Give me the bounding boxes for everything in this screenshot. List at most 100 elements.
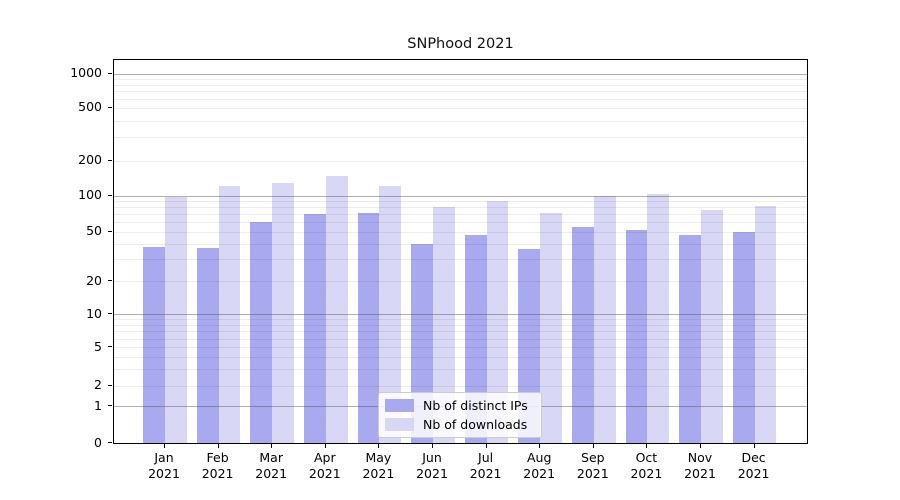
x-label-year: 2021 bbox=[416, 465, 448, 481]
x-tick-label: Jul 2021 bbox=[455, 450, 517, 481]
y-tick-label: 5 bbox=[94, 338, 102, 354]
y-tick-mark bbox=[108, 384, 112, 386]
y-tick-label: 1 bbox=[94, 397, 102, 413]
y-tick-mark bbox=[108, 313, 112, 315]
bar-distinct-ips bbox=[304, 214, 326, 443]
plot-area: Nb of distinct IPs Nb of downloads bbox=[113, 59, 808, 444]
x-tick-mark bbox=[753, 444, 755, 448]
legend-item-downloads: Nb of downloads bbox=[385, 417, 533, 432]
y-tick-mark bbox=[108, 230, 112, 232]
bar-downloads bbox=[647, 193, 670, 443]
legend: Nb of distinct IPs Nb of downloads bbox=[378, 392, 542, 438]
x-label-month: Nov bbox=[687, 450, 713, 465]
bar-downloads bbox=[433, 207, 455, 443]
y-tick-mark bbox=[108, 442, 112, 443]
x-label-month: Mar bbox=[259, 450, 283, 465]
y-tick-mark bbox=[108, 194, 112, 196]
bar-downloads bbox=[272, 183, 294, 443]
x-tick-mark bbox=[271, 444, 273, 448]
x-tick-label: Nov 2021 bbox=[669, 450, 731, 481]
bar-distinct-ips bbox=[357, 212, 380, 443]
x-tick-mark bbox=[485, 444, 487, 448]
legend-item-distinct-ips: Nb of distinct IPs bbox=[385, 398, 533, 413]
bar-distinct-ips bbox=[572, 226, 594, 443]
x-tick-mark bbox=[646, 444, 648, 448]
bar-distinct-ips bbox=[625, 229, 648, 443]
x-label-year: 2021 bbox=[684, 465, 716, 481]
x-label-month: Feb bbox=[206, 450, 229, 465]
x-tick-label: Jan 2021 bbox=[133, 450, 195, 481]
legend-label-downloads: Nb of downloads bbox=[423, 416, 528, 432]
x-label-year: 2021 bbox=[469, 465, 502, 481]
x-label-month: Dec bbox=[741, 450, 766, 465]
x-label-month: Aug bbox=[526, 450, 552, 465]
bar-downloads bbox=[593, 195, 616, 443]
x-label-month: Jun bbox=[422, 450, 442, 465]
x-tick-label: Sep 2021 bbox=[562, 450, 624, 481]
x-tick-label: Apr 2021 bbox=[294, 450, 356, 481]
x-tick-label: Aug 2021 bbox=[508, 450, 570, 481]
bar-distinct-ips bbox=[679, 234, 701, 443]
y-tick-label: 1000 bbox=[70, 65, 102, 81]
x-label-month: Oct bbox=[635, 450, 658, 465]
bar-downloads bbox=[486, 201, 509, 443]
bar-downloads bbox=[754, 205, 777, 443]
x-tick-label: Mar 2021 bbox=[240, 450, 302, 481]
bar-downloads bbox=[165, 197, 187, 443]
y-tick-label: 200 bbox=[78, 152, 102, 168]
x-label-year: 2021 bbox=[148, 465, 180, 481]
x-tick-mark bbox=[432, 444, 433, 448]
x-tick-mark bbox=[378, 444, 380, 448]
y-tick-label: 100 bbox=[78, 187, 102, 203]
y-tick-mark bbox=[108, 280, 112, 282]
x-label-month: Apr bbox=[313, 450, 336, 465]
y-tick-label: 0 bbox=[94, 434, 102, 450]
x-label-year: 2021 bbox=[576, 465, 609, 481]
bar-distinct-ips bbox=[143, 246, 165, 443]
x-tick-label: Feb 2021 bbox=[187, 450, 249, 481]
x-label-year: 2021 bbox=[255, 465, 288, 481]
x-label-year: 2021 bbox=[362, 465, 395, 481]
bar-distinct-ips bbox=[464, 234, 487, 443]
bar-downloads bbox=[540, 212, 562, 443]
x-label-year: 2021 bbox=[737, 465, 770, 481]
x-tick-label: Jun 2021 bbox=[401, 450, 463, 481]
y-tick-label: 50 bbox=[86, 223, 102, 239]
legend-swatch-distinct-ips bbox=[385, 399, 414, 413]
y-tick-mark bbox=[108, 106, 112, 108]
bar-downloads bbox=[379, 185, 402, 443]
x-tick-mark bbox=[700, 444, 701, 448]
bar-distinct-ips bbox=[732, 231, 755, 443]
y-tick-mark bbox=[108, 72, 112, 74]
bar-distinct-ips bbox=[196, 247, 219, 443]
bar-downloads bbox=[325, 175, 348, 443]
chart-title: SNPhood 2021 bbox=[407, 36, 514, 52]
y-tick-label: 10 bbox=[86, 305, 102, 321]
bar-downloads bbox=[218, 186, 241, 443]
x-tick-mark bbox=[592, 444, 594, 448]
x-tick-label: Dec 2021 bbox=[723, 450, 785, 481]
x-label-year: 2021 bbox=[201, 465, 234, 481]
x-label-year: 2021 bbox=[630, 465, 663, 481]
x-label-year: 2021 bbox=[308, 465, 341, 481]
x-tick-mark bbox=[217, 444, 219, 448]
x-label-month: Jan bbox=[154, 450, 174, 465]
legend-swatch-downloads bbox=[385, 417, 414, 431]
x-label-month: Jul bbox=[478, 450, 494, 465]
y-tick-mark bbox=[108, 405, 112, 407]
bar-distinct-ips bbox=[250, 222, 273, 443]
bar-downloads bbox=[701, 209, 723, 443]
y-tick-mark bbox=[108, 346, 112, 348]
y-tick-label: 500 bbox=[78, 99, 102, 115]
x-tick-mark bbox=[539, 444, 541, 448]
x-tick-label: May 2021 bbox=[347, 450, 409, 481]
x-tick-label: Oct 2021 bbox=[615, 450, 677, 481]
x-label-month: Sep bbox=[581, 450, 605, 465]
x-label-year: 2021 bbox=[523, 465, 556, 481]
x-tick-mark bbox=[164, 444, 165, 448]
y-tick-mark bbox=[108, 159, 112, 161]
legend-label-distinct-ips: Nb of distinct IPs bbox=[423, 398, 528, 414]
bars-layer bbox=[114, 60, 807, 443]
y-tick-label: 20 bbox=[86, 272, 102, 288]
